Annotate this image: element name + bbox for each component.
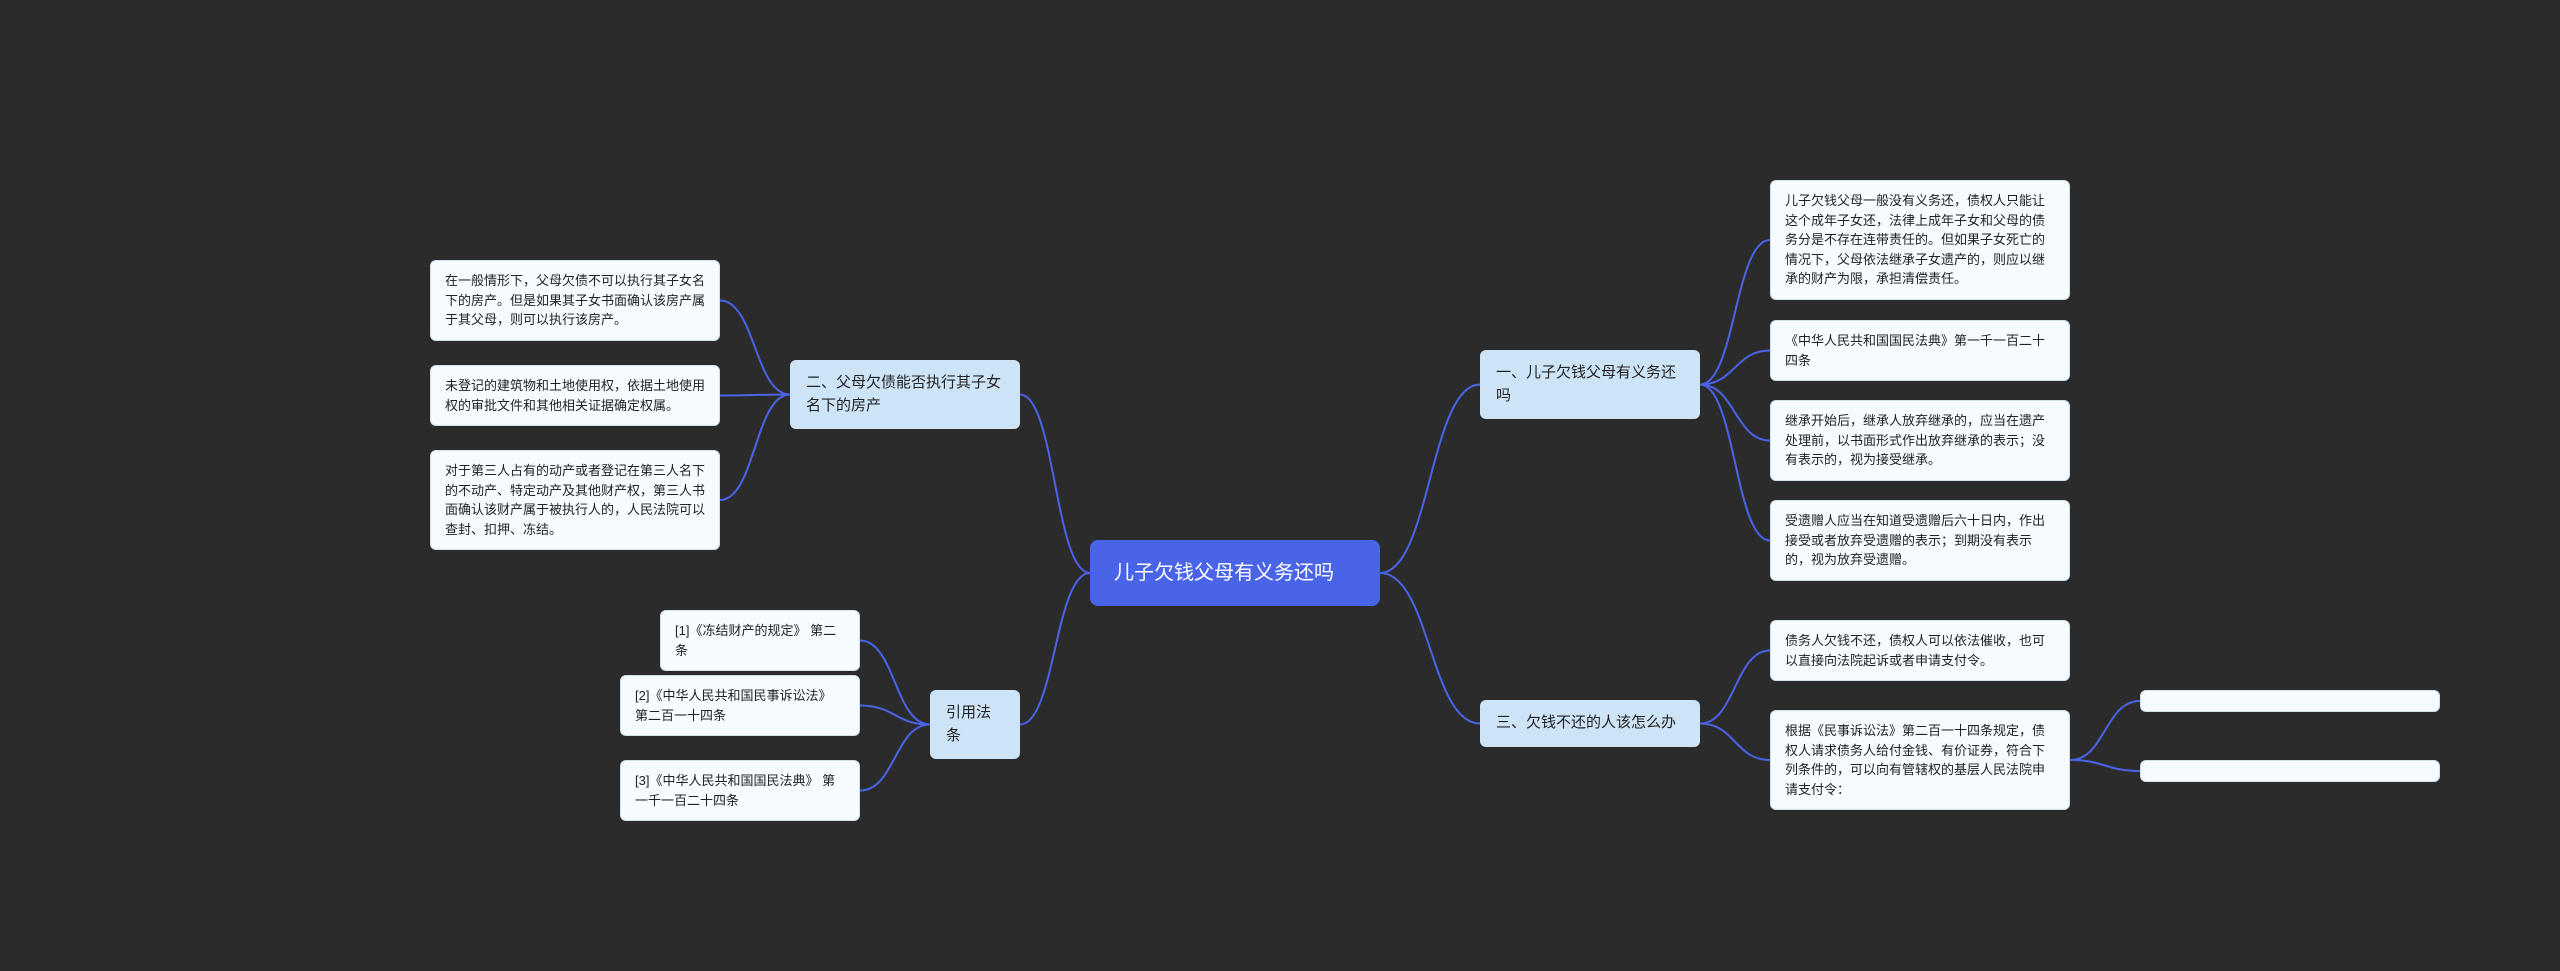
connector-layer [0,0,2560,971]
leaf-lref-1: [1]《冻结财产的规定》 第二条 [660,610,860,671]
branch-lref: 引用法条 [930,690,1020,759]
leaf-r1-2: 《中华人民共和国国民法典》第一千一百二十四条 [1770,320,2070,381]
leaf-lref-2: [2]《中华人民共和国民事诉讼法》 第二百一十四条 [620,675,860,736]
branch-r3: 三、欠钱不还的人该怎么办 [1480,700,1700,747]
leaf-r3-s2 [2140,760,2440,782]
leaf-r3-2: 根据《民事诉讼法》第二百一十四条规定，债权人请求债务人给付金钱、有价证券，符合下… [1770,710,2070,810]
branch-l2: 二、父母欠债能否执行其子女名下的房产 [790,360,1020,429]
root-node: 儿子欠钱父母有义务还吗 [1090,540,1380,606]
leaf-r3-s1 [2140,690,2440,712]
leaf-l2-2: 未登记的建筑物和土地使用权，依据土地使用权的审批文件和其他相关证据确定权属。 [430,365,720,426]
leaf-lref-3: [3]《中华人民共和国国民法典》 第一千一百二十四条 [620,760,860,821]
leaf-l2-3: 对于第三人占有的动产或者登记在第三人名下的不动产、特定动产及其他财产权，第三人书… [430,450,720,550]
leaf-r3-1: 债务人欠钱不还，债权人可以依法催收，也可以直接向法院起诉或者申请支付令。 [1770,620,2070,681]
leaf-r1-3: 继承开始后，继承人放弃继承的，应当在遗产处理前，以书面形式作出放弃继承的表示；没… [1770,400,2070,481]
branch-r1: 一、儿子欠钱父母有义务还吗 [1480,350,1700,419]
leaf-r1-1: 儿子欠钱父母一般没有义务还，债权人只能让这个成年子女还，法律上成年子女和父母的债… [1770,180,2070,300]
leaf-l2-1: 在一般情形下，父母欠债不可以执行其子女名下的房产。但是如果其子女书面确认该房产属… [430,260,720,341]
leaf-r1-4: 受遗赠人应当在知道受遗赠后六十日内，作出接受或者放弃受遗赠的表示；到期没有表示的… [1770,500,2070,581]
